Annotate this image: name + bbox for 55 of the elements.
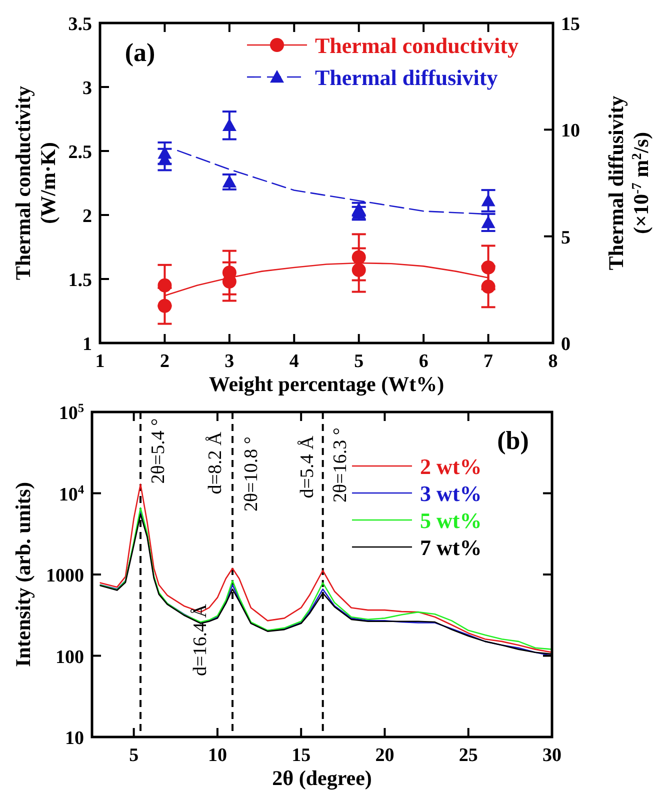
x-tick-label: 8: [548, 351, 558, 372]
x-tick-label: 15: [292, 745, 311, 766]
legend-label: 7 wt%: [420, 535, 482, 560]
x-tick-label: 5: [129, 745, 139, 766]
point: [352, 250, 366, 264]
y-tick-label: 3.5: [68, 14, 92, 35]
point: [352, 263, 366, 278]
legend-label: 2 wt%: [420, 454, 482, 479]
legend-label: Thermal conductivity: [315, 33, 518, 58]
y-tick-label: 2: [82, 206, 92, 227]
point: [481, 280, 496, 294]
annotation: d=16.4 Å: [190, 604, 212, 676]
annotation: 2θ=16.3 °: [330, 428, 352, 502]
annotation: 2θ=10.8 °: [241, 436, 262, 512]
y2-tick-label: 0: [561, 334, 570, 355]
point: [222, 118, 236, 131]
y-tick-label: 100: [56, 646, 84, 668]
y-tick-label: 1.5: [68, 270, 92, 291]
point: [158, 298, 172, 313]
y-tick-label: 10$^{4}$: [58, 482, 84, 506]
annotation: 2θ=5.4 °: [148, 418, 170, 484]
y-axis-title: Thermal conductivity (W/m·K): [11, 85, 60, 280]
point: [481, 194, 496, 206]
annotation: d=8.2 Å: [205, 432, 226, 494]
y2-tick-label: 5: [561, 227, 570, 248]
x-tick-label: 3: [224, 351, 234, 372]
x-tick-label: 30: [542, 745, 562, 766]
y2-tick-label: 10: [561, 120, 580, 142]
y-tick-label: 2.5: [68, 142, 92, 163]
y-tick-label: 1000: [46, 566, 84, 586]
point: [481, 260, 496, 274]
point: [158, 278, 172, 292]
x-tick-label: 5: [354, 351, 364, 372]
annotation: (b): [497, 426, 529, 455]
legend-label: Thermal diffusivity: [315, 65, 498, 90]
y-tick-label: 10$^{5}$: [58, 401, 84, 424]
x-tick-label: 10: [208, 745, 227, 766]
x-axis-title: 2θ (degree): [272, 766, 372, 790]
point: [481, 215, 496, 228]
x-tick-label: 25: [458, 745, 478, 766]
y-tick-label: 1: [82, 334, 92, 355]
x-tick-label: 6: [418, 351, 428, 372]
x-axis-title: Weight percentage (Wt%): [208, 372, 444, 396]
x-tick-label: 2: [160, 351, 170, 372]
x-tick-label: 7: [484, 351, 494, 372]
y2-tick-label: 15: [561, 14, 580, 35]
y-axis-title: Intensity (arb. units): [11, 482, 35, 667]
x-tick-label: 20: [375, 745, 394, 766]
annotation: d=5.4 Å: [297, 436, 318, 498]
legend-label: 3 wt%: [420, 481, 482, 506]
x-tick-label: 4: [289, 351, 300, 372]
y-tick-label: 10: [65, 728, 84, 749]
y-tick-label: 3: [82, 78, 92, 99]
legend-label: 5 wt%: [420, 508, 482, 533]
annotation: (a): [124, 38, 156, 67]
